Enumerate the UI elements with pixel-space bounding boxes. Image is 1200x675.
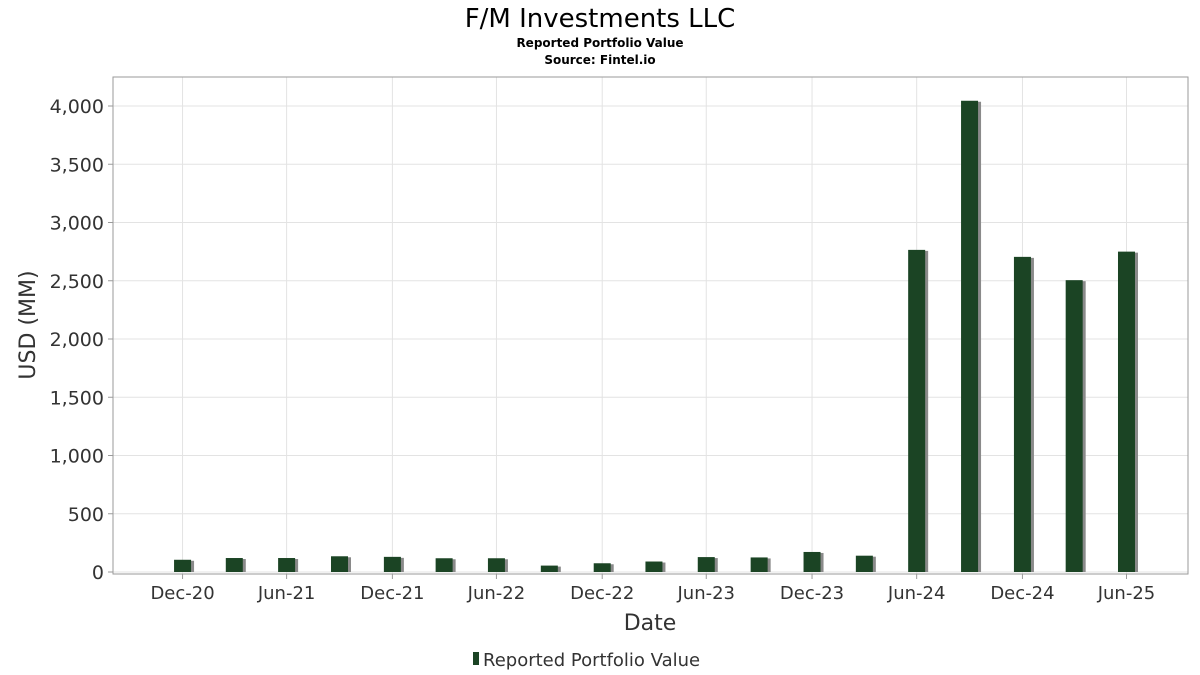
y-tick-label: 2,000: [50, 329, 104, 351]
bar: [645, 561, 663, 572]
legend: Reported Portfolio Value: [473, 650, 700, 671]
y-tick-label: 4,000: [50, 96, 104, 118]
bar: [1065, 280, 1083, 572]
x-tick-label: Jun-24: [887, 583, 946, 604]
bar: [225, 558, 243, 572]
y-axis-ticks: 0 500 1,000 1,500 2,000 2,500 3,000 3,500 4,000: [50, 96, 113, 584]
y-axis-label: USD (MM): [16, 270, 41, 379]
x-tick-label: Dec-22: [570, 583, 634, 604]
legend-swatch: [473, 652, 479, 665]
bars: [174, 100, 1135, 572]
bar: [961, 100, 979, 572]
bar: [383, 556, 401, 572]
bar: [750, 557, 768, 572]
y-tick-label: 1,500: [50, 387, 104, 409]
x-tick-label: Jun-22: [467, 583, 526, 604]
chart-title: F/M Investments LLC: [465, 4, 736, 34]
bar: [1117, 251, 1135, 572]
bar: [330, 556, 348, 572]
y-tick-label: 3,000: [50, 213, 104, 235]
x-tick-label: Dec-20: [150, 583, 214, 604]
y-tick-label: 500: [68, 504, 104, 526]
bar: [803, 551, 821, 572]
x-tick-label: Jun-25: [1097, 583, 1156, 604]
bar: [593, 563, 611, 572]
bar: [697, 557, 715, 572]
x-tick-label: Jun-23: [676, 583, 735, 604]
x-tick-label: Dec-21: [360, 583, 424, 604]
legend-label: Reported Portfolio Value: [483, 650, 700, 671]
bar-shadows: [177, 101, 1138, 572]
x-tick-label: Dec-24: [990, 583, 1054, 604]
x-tick-label: Dec-23: [780, 583, 844, 604]
x-axis-ticks: Dec-20 Jun-21 Dec-21 Jun-22 Dec-22 Jun-23 Dec-…: [150, 574, 1155, 604]
chart-subtitle: Reported Portfolio Value: [516, 36, 683, 50]
x-axis-label: Date: [624, 611, 677, 636]
bar: [487, 558, 505, 572]
y-tick-label: 1,000: [50, 446, 104, 468]
y-tick-label: 2,500: [50, 271, 104, 293]
bar: [435, 558, 453, 572]
bar: [908, 249, 926, 572]
plot-area-border: [112, 76, 1189, 575]
y-tick-label: 0: [92, 562, 104, 584]
bar: [1013, 256, 1031, 572]
bar: [540, 565, 558, 572]
bar: [174, 559, 192, 572]
y-tick-label: 3,500: [50, 154, 104, 176]
chart-source: Source: Fintel.io: [544, 53, 655, 67]
bar: [278, 558, 296, 572]
bar: [855, 555, 873, 572]
x-tick-label: Jun-21: [257, 583, 316, 604]
